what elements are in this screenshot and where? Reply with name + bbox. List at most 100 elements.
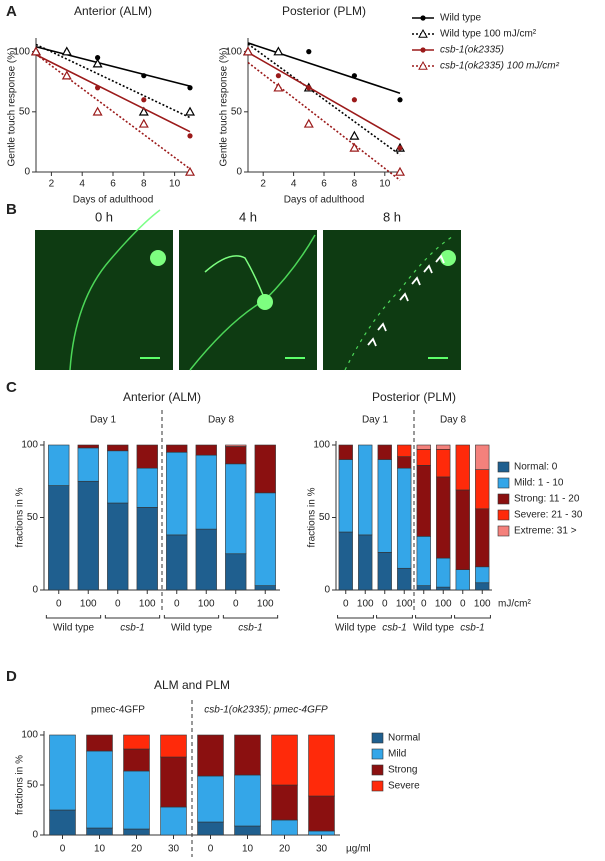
bar-segment — [136, 444, 158, 469]
legend-swatch — [371, 764, 384, 776]
point — [61, 46, 72, 56]
x-tick-label: 20 — [279, 844, 291, 855]
image-label: 8 h — [383, 209, 401, 224]
point — [349, 142, 360, 152]
y-tick-label: 50 — [19, 106, 31, 117]
bar-segment — [234, 734, 261, 776]
bar-segment — [308, 795, 335, 832]
x-tick-label: 0 — [421, 599, 427, 610]
x-tick-label: 8 — [141, 179, 147, 190]
bar-segment — [271, 784, 298, 821]
bar-segment — [48, 485, 70, 591]
point — [242, 46, 254, 56]
bar-segment — [107, 450, 129, 504]
subgroup-bracket — [163, 615, 220, 619]
bar-segment — [197, 821, 224, 836]
x-tick-label: 2 — [49, 179, 55, 190]
panel-label: A — [6, 3, 17, 20]
bar-segment — [416, 464, 431, 537]
subgroup-bracket — [104, 615, 161, 619]
bar-segment — [436, 444, 451, 450]
subgroup-bracket — [45, 615, 102, 619]
legend-swatch — [497, 525, 510, 537]
fit-line — [247, 43, 401, 156]
point — [141, 97, 147, 103]
legend-label: Strong — [388, 765, 417, 776]
x-tick-label: 10 — [169, 179, 181, 190]
panel-label: B — [6, 201, 17, 218]
legend-swatch — [371, 780, 384, 792]
legend-label: Wild type 100 mJ/cm² — [440, 29, 537, 40]
bar-segment — [254, 585, 276, 591]
bar-segment — [136, 507, 158, 591]
group-label: Day 1 — [90, 415, 117, 426]
legend-swatch — [497, 461, 510, 473]
group-label: pmec-4GFP — [91, 705, 145, 716]
x-tick-label: 10 — [94, 844, 106, 855]
bar-segment — [123, 828, 150, 836]
point — [273, 82, 284, 92]
y-axis-label: fractions in % — [15, 755, 26, 815]
point — [95, 85, 101, 91]
bar-segment — [416, 449, 431, 466]
point — [184, 166, 196, 176]
bar-segment — [271, 734, 298, 786]
bar-segment — [86, 750, 113, 829]
legend-label: Severe — [388, 781, 420, 792]
bar-segment — [397, 567, 412, 591]
legend-label: Severe: 21 - 30 — [514, 510, 583, 521]
bar-segment — [225, 446, 247, 465]
y-tick-label: 0 — [324, 585, 330, 596]
chart-title: Posterior (PLM) — [372, 390, 456, 404]
legend-swatch — [371, 748, 384, 760]
y-tick-label: 100 — [21, 730, 38, 741]
fit-line — [35, 45, 191, 87]
bar-segment — [308, 830, 335, 836]
x-tick-label: 30 — [168, 844, 180, 855]
panel-label: D — [6, 668, 17, 685]
bar-segment — [397, 444, 412, 457]
bar-segment — [455, 444, 470, 491]
point — [138, 106, 149, 116]
bar-segment — [436, 449, 451, 478]
legend-label: Extreme: 31 > — [514, 526, 577, 537]
x-tick-label: 0 — [382, 599, 388, 610]
bar-segment — [358, 444, 373, 536]
x-tick-label: 0 — [60, 844, 66, 855]
bar-segment — [49, 734, 76, 811]
bar-segment — [397, 456, 412, 469]
fit-line — [35, 43, 191, 119]
bar-segment — [338, 531, 353, 591]
group-label: Day 8 — [440, 415, 467, 426]
point — [306, 85, 312, 91]
bar-segment — [416, 585, 431, 591]
bar-segment — [195, 528, 217, 591]
bar-segment — [358, 534, 373, 591]
y-axis-label: fractions in % — [15, 487, 26, 547]
bar-segment — [136, 467, 158, 508]
point — [184, 106, 196, 116]
bar-segment — [160, 756, 187, 808]
subgroup-bracket — [376, 615, 413, 619]
y-tick-label: 100 — [13, 46, 30, 57]
legend-label: Mild — [388, 749, 406, 760]
bar-segment — [123, 748, 150, 772]
legend-label: csb-1(ok2335) — [440, 45, 504, 56]
x-tick-label: 100 — [257, 599, 274, 610]
subgroup-bracket — [454, 615, 491, 619]
bar-segment — [416, 444, 431, 450]
bar-segment — [123, 770, 150, 830]
bar-segment — [234, 825, 261, 836]
y-tick-label: 100 — [313, 440, 330, 451]
bar-segment — [308, 734, 335, 797]
legend-swatch — [497, 493, 510, 505]
bar-segment — [166, 451, 188, 536]
bar-segment — [338, 444, 353, 460]
bar-segment — [123, 734, 150, 750]
panel-label: C — [6, 379, 17, 396]
fit-line — [247, 51, 401, 141]
y-tick-label: 50 — [319, 512, 331, 523]
x-tick-label: 4 — [79, 179, 85, 190]
image-label: 4 h — [239, 209, 257, 224]
point — [303, 118, 314, 128]
